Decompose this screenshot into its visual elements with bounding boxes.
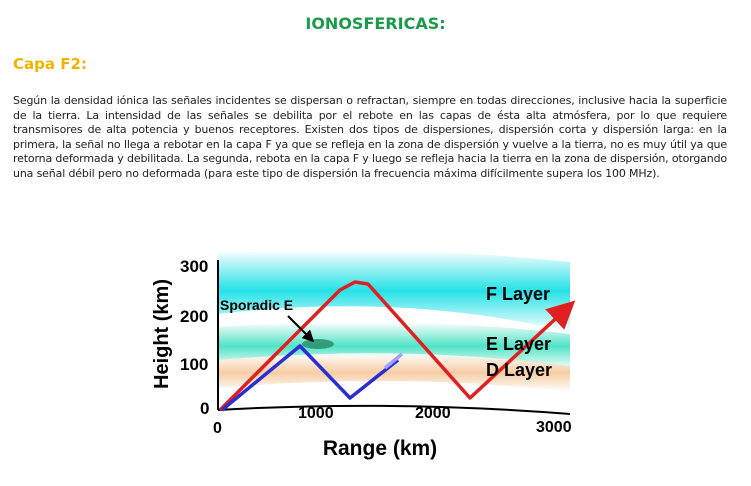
ionosphere-diagram: 300 200 100 0 0 1000 2000 3000 Height (k…	[140, 252, 590, 467]
long-path-signal	[218, 280, 576, 412]
y-tick-100: 100	[180, 355, 208, 374]
section-title: Capa F2:	[13, 55, 87, 73]
d-layer-band	[218, 353, 570, 392]
short-path-fade	[383, 352, 404, 370]
d-layer-label: D Layer	[486, 360, 552, 380]
section-paragraph: Según la densidad iónica las señales inc…	[13, 94, 727, 180]
diagram-svg: 300 200 100 0 0 1000 2000 3000 Height (k…	[151, 252, 576, 460]
x-tick-2000: 2000	[415, 405, 451, 422]
f-layer-band	[218, 252, 570, 332]
x-tick-1000: 1000	[298, 405, 334, 422]
sporadic-e-blob	[302, 339, 334, 349]
x-axis-label: Range (km)	[323, 437, 437, 460]
y-tick-300: 300	[180, 257, 208, 276]
short-path-signal	[220, 344, 400, 412]
page-title: IONOSFERICAS:	[305, 14, 446, 33]
y-axis-label: Height (km)	[151, 279, 173, 389]
x-tick-3000: 3000	[536, 419, 572, 436]
y-tick-200: 200	[180, 307, 208, 326]
e-layer-label: E Layer	[486, 334, 551, 354]
sporadic-pointer-arrow	[287, 315, 315, 343]
f-layer-label: F Layer	[486, 284, 550, 304]
x-tick-0: 0	[213, 420, 222, 437]
y-tick-0: 0	[200, 399, 209, 418]
x-axis-line	[217, 404, 571, 415]
sporadic-e-label: Sporadic E	[220, 297, 293, 313]
